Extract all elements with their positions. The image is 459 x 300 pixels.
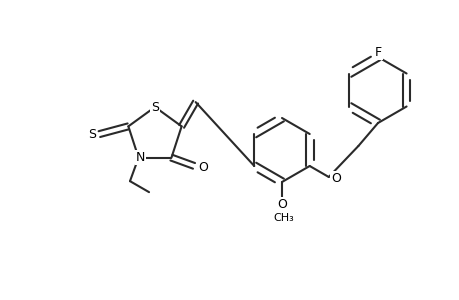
- Text: O: O: [198, 161, 207, 174]
- Text: CH₃: CH₃: [273, 213, 294, 223]
- Text: O: O: [330, 172, 340, 184]
- Text: S: S: [151, 100, 159, 113]
- Text: S: S: [88, 128, 96, 141]
- Text: N: N: [135, 151, 145, 164]
- Text: O: O: [276, 197, 286, 211]
- Text: F: F: [374, 46, 381, 59]
